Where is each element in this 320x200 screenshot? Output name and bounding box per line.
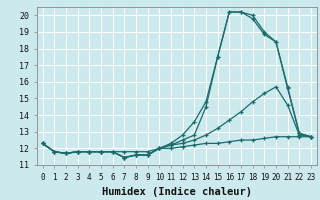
X-axis label: Humidex (Indice chaleur): Humidex (Indice chaleur) <box>102 187 252 197</box>
